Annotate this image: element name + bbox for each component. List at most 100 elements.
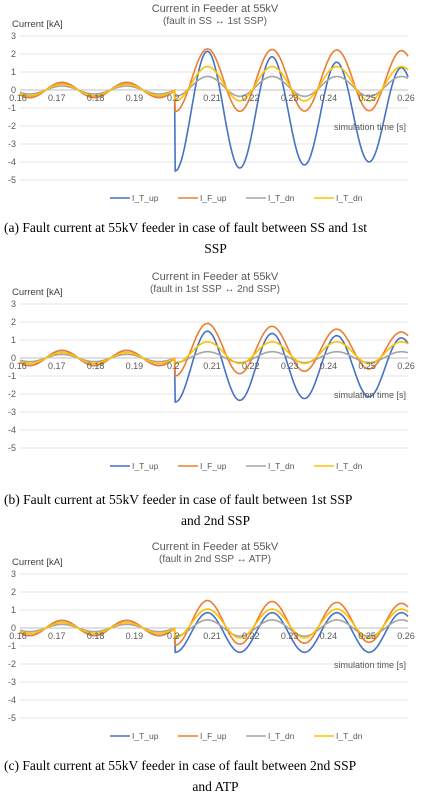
chart-panel-a: Current in Feeder at 55kV (fault in SS ↔ …	[0, 0, 431, 208]
x-axis-label: simulation time [s]	[334, 390, 406, 400]
y-axis-label: Current [kA]	[12, 19, 63, 30]
series-line-1	[19, 599, 409, 647]
series-line-1	[19, 322, 409, 377]
caption-a-line2: SSP	[204, 241, 227, 256]
chart-subtitle: (fault in SS ↔ 1st SSP)	[163, 16, 267, 27]
x-tick-label: 0.19	[126, 361, 144, 371]
chart-b: Current in Feeder at 55kV(fault in 1st S…	[8, 271, 415, 471]
x-tick-label: 0.17	[48, 93, 66, 103]
legend-label: I_T_dn	[336, 731, 363, 741]
x-tick-label: 0.23	[281, 631, 299, 641]
caption-c-line1: (c) Fault current at 55kV feeder in case…	[4, 758, 357, 773]
y-tick-label: -4	[8, 157, 16, 167]
x-tick-label: 0.2	[167, 93, 180, 103]
y-tick-label: -2	[8, 121, 16, 131]
series-line-3	[19, 608, 409, 639]
y-tick-label: -2	[8, 659, 16, 669]
y-tick-label: 0	[11, 623, 16, 633]
x-tick-label: 0.17	[48, 361, 66, 371]
x-tick-label: 0.26	[397, 361, 415, 371]
chart-title: Current in Feeder at 55kV	[152, 541, 279, 553]
series-line-1	[19, 48, 409, 113]
x-tick-label: 0.18	[87, 631, 105, 641]
chart-title: Current in Feeder at 55kV	[152, 271, 279, 283]
y-tick-label: 1	[11, 605, 16, 615]
x-tick-label: 0.23	[281, 93, 299, 103]
y-tick-label: 2	[11, 49, 16, 59]
chart-a: Current in Feeder at 55kV(fault in SS ↔ …	[8, 3, 415, 203]
y-tick-label: 1	[11, 335, 16, 345]
x-tick-label: 0.25	[358, 93, 376, 103]
y-tick-label: 0	[11, 85, 16, 95]
y-tick-label: -5	[8, 443, 16, 453]
x-tick-label: 0.18	[87, 361, 105, 371]
legend-label: I_T_dn	[268, 731, 295, 741]
x-tick-label: 0.24	[320, 361, 338, 371]
y-axis-label: Current [kA]	[12, 557, 63, 568]
legend-label: I_T_dn	[268, 461, 295, 471]
legend-label: I_T_up	[132, 193, 159, 203]
chart-title: Current in Feeder at 55kV	[152, 3, 279, 15]
x-tick-label: 0.22	[242, 631, 260, 641]
caption-c: (c) Fault current at 55kV feeder in case…	[4, 755, 427, 797]
x-axis-label: simulation time [s]	[334, 122, 406, 132]
y-tick-label: -2	[8, 389, 16, 399]
legend-label: I_F_up	[200, 461, 227, 471]
chart-panel-b: Current in Feeder at 55kV (fault in 1st S…	[0, 268, 431, 476]
y-tick-label: 3	[11, 569, 16, 579]
series-line-2	[19, 75, 409, 98]
x-tick-label: 0.2	[167, 361, 180, 371]
x-tick-label: 0.16	[9, 361, 27, 371]
caption-a: (a) Fault current at 55kV feeder in case…	[4, 217, 427, 259]
y-tick-label: 3	[11, 31, 16, 41]
x-tick-label: 0.26	[397, 631, 415, 641]
x-tick-label: 0.23	[281, 361, 299, 371]
y-tick-label: -5	[8, 713, 16, 723]
series-line-3	[19, 341, 409, 365]
y-tick-label: -1	[8, 103, 16, 113]
series-line-2	[19, 350, 409, 364]
legend-label: I_F_up	[200, 193, 227, 203]
y-tick-label: -1	[8, 641, 16, 651]
x-tick-label: 0.21	[203, 93, 221, 103]
chart-panel-c: Current in Feeder at 55kV (fault in 2nd S…	[0, 538, 431, 746]
y-tick-label: -3	[8, 407, 16, 417]
x-tick-label: 0.24	[320, 93, 338, 103]
x-tick-label: 0.2	[167, 631, 180, 641]
chart-c: Current in Feeder at 55kV(fault in 2nd S…	[8, 541, 415, 741]
x-tick-label: 0.21	[203, 361, 221, 371]
x-tick-label: 0.18	[87, 93, 105, 103]
y-tick-label: -4	[8, 695, 16, 705]
caption-b: (b) Fault current at 55kV feeder in case…	[4, 489, 427, 531]
x-axis-label: simulation time [s]	[334, 660, 406, 670]
x-tick-label: 0.22	[242, 93, 260, 103]
y-axis-label: Current [kA]	[12, 287, 63, 298]
caption-c-line2: and ATP	[192, 779, 239, 794]
caption-b-line1: (b) Fault current at 55kV feeder in case…	[4, 492, 353, 507]
y-tick-label: -5	[8, 175, 16, 185]
legend-label: I_T_dn	[268, 193, 295, 203]
series-line-3	[19, 65, 409, 102]
x-tick-label: 0.26	[397, 93, 415, 103]
y-tick-label: -4	[8, 425, 16, 435]
y-tick-label: -3	[8, 677, 16, 687]
y-tick-label: 1	[11, 67, 16, 77]
x-tick-label: 0.16	[9, 93, 27, 103]
chart-subtitle: (fault in 1st SSP ↔ 2nd SSP)	[150, 284, 280, 295]
legend-label: I_T_up	[132, 461, 159, 471]
y-tick-label: -3	[8, 139, 16, 149]
x-tick-label: 0.19	[126, 631, 144, 641]
x-tick-label: 0.16	[9, 631, 27, 641]
chart-subtitle: (fault in 2nd SSP ↔ ATP)	[159, 554, 271, 565]
legend-label: I_T_dn	[336, 193, 363, 203]
legend-label: I_F_up	[200, 731, 227, 741]
x-tick-label: 0.19	[126, 93, 144, 103]
y-tick-label: 2	[11, 587, 16, 597]
legend-label: I_T_up	[132, 731, 159, 741]
y-tick-label: 0	[11, 353, 16, 363]
x-tick-label: 0.24	[320, 631, 338, 641]
series-line-2	[19, 619, 409, 637]
caption-b-line2: and 2nd SSP	[180, 513, 251, 528]
x-tick-label: 0.25	[358, 361, 376, 371]
x-tick-label: 0.25	[358, 631, 376, 641]
